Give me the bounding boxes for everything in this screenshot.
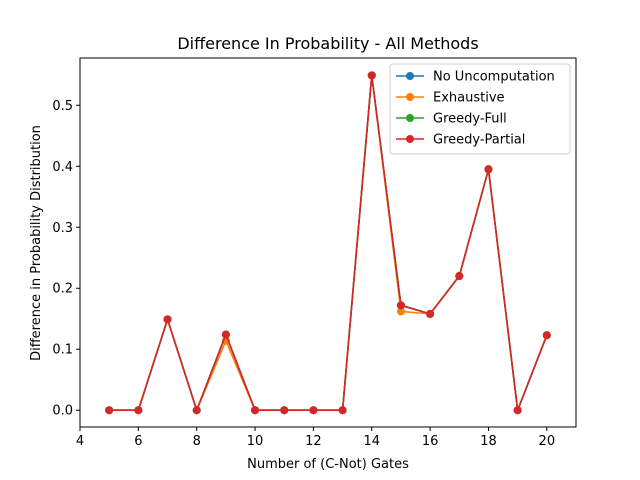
x-tick-label: 6 — [134, 434, 142, 449]
series-point-1 — [396, 307, 405, 316]
x-tick-label: 8 — [193, 434, 201, 449]
y-tick-label: 0.5 — [52, 99, 73, 114]
series-point-3 — [484, 165, 493, 174]
y-tick-label: 0.2 — [52, 282, 73, 297]
y-tick-label: 0.4 — [52, 160, 73, 175]
series-point-3 — [542, 331, 551, 340]
axes-frame — [79, 57, 577, 428]
series-point-3 — [426, 309, 435, 318]
legend-label-2: Greedy-Full — [433, 112, 507, 127]
x-tick-label: 20 — [539, 434, 556, 449]
series-point-3 — [105, 406, 114, 415]
x-tick-label: 12 — [305, 434, 322, 449]
y-tick-label: 0.0 — [52, 404, 73, 419]
series-point-3 — [163, 315, 172, 324]
chart-title: Difference In Probability - All Methods — [177, 34, 478, 53]
series-point-3 — [251, 406, 260, 415]
y-axis-label: Difference in Probability Distribution — [29, 125, 44, 361]
y-tick-label: 0.3 — [52, 221, 73, 236]
x-tick-label: 18 — [480, 434, 497, 449]
series-line-3 — [109, 74, 548, 412]
x-tick-label: 16 — [422, 434, 439, 449]
series-point-3 — [192, 406, 201, 415]
series-point-3 — [134, 406, 143, 415]
series-point-3 — [367, 71, 376, 80]
legend-marker-1 — [406, 93, 414, 101]
legend-label-1: Exhaustive — [433, 91, 505, 106]
series-point-3 — [221, 330, 230, 339]
legend-marker-3 — [406, 135, 414, 143]
series-point-3 — [513, 406, 522, 415]
x-tick-label: 10 — [247, 434, 264, 449]
x-tick-label: 4 — [76, 434, 84, 449]
legend-marker-2 — [406, 114, 414, 122]
legend: No Uncomputation Exhaustive Greedy-Full Gre… — [389, 63, 571, 155]
series-point-3 — [338, 406, 347, 415]
legend-label-3: Greedy-Partial — [433, 133, 525, 148]
legend-label-0: No Uncomputation — [433, 70, 555, 85]
x-axis-label: Number of (C-Not) Gates — [247, 457, 409, 472]
x-tick-label: 14 — [363, 434, 380, 449]
legend-box — [389, 63, 571, 155]
series-point-3 — [309, 406, 318, 415]
series-point-3 — [280, 406, 289, 415]
plot-area: 4 6 8 10 12 14 16 18 20 0.0 0.1 0.2 0.3 0.4 0.5 — [52, 57, 577, 449]
y-tick-label: 0.1 — [52, 343, 73, 358]
series-point-3 — [455, 272, 464, 281]
legend-marker-0 — [406, 72, 414, 80]
series-point-3 — [396, 301, 405, 310]
